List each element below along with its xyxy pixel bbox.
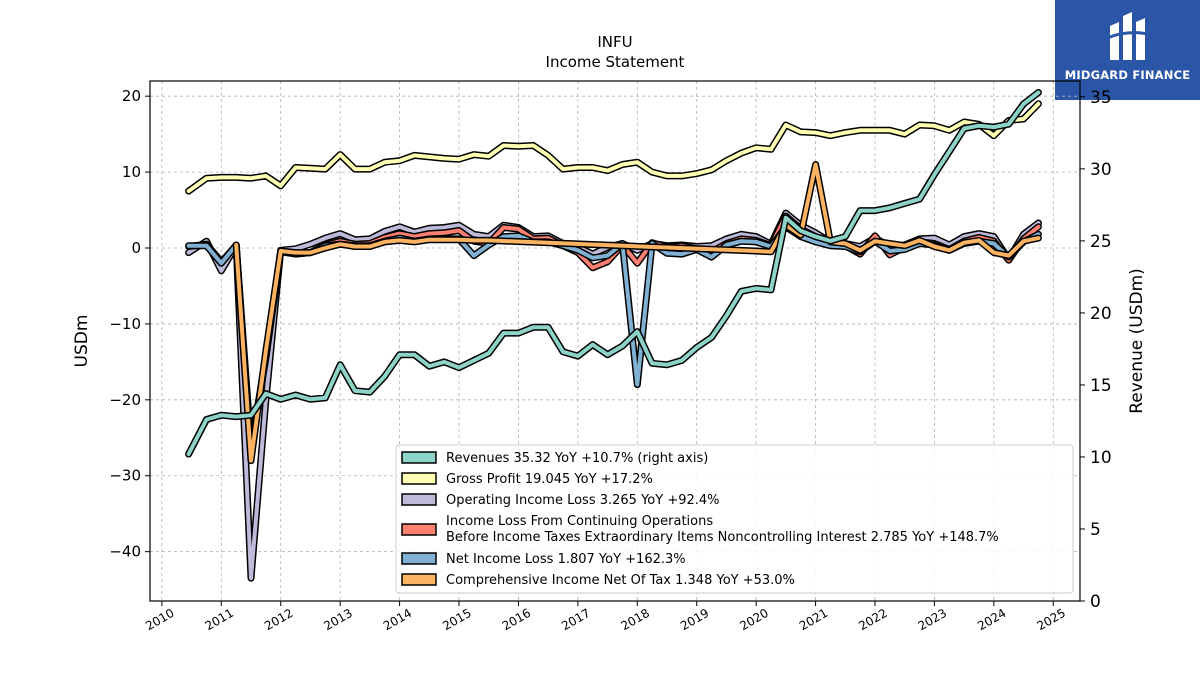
y2-tick-label: 5 bbox=[1090, 520, 1101, 540]
midgard-logo-icon bbox=[1106, 12, 1149, 60]
x-tick-label: 2011 bbox=[203, 606, 236, 633]
x-tick-label: 2018 bbox=[619, 606, 652, 633]
y2-tick-label: 25 bbox=[1090, 232, 1112, 252]
legend-swatch-revenues bbox=[401, 451, 437, 464]
y-tick-label: 10 bbox=[122, 163, 141, 181]
y-tick-label: −10 bbox=[109, 315, 141, 333]
x-tick-label: 2015 bbox=[440, 606, 473, 633]
legend-label-revenues: Revenues 35.32 YoY +10.7% (right axis) bbox=[446, 451, 708, 466]
y2-tick-label: 15 bbox=[1090, 376, 1112, 396]
legend-swatch-comprehensive-income bbox=[401, 573, 437, 586]
y2-tick-label: 35 bbox=[1090, 88, 1112, 108]
plot-frame bbox=[149, 80, 1081, 602]
x-tick-label: 2014 bbox=[381, 606, 414, 633]
left-axis-label: USDm bbox=[72, 315, 92, 368]
legend-swatch-pretax-income bbox=[401, 523, 437, 536]
legend-label-operating-income: Operating Income Loss 3.265 YoY +92.4% bbox=[446, 493, 720, 508]
y2-tick-label: 0 bbox=[1090, 592, 1101, 612]
x-tick-label: 2023 bbox=[916, 606, 949, 633]
right-axis-ticks: 0 5 10 15 20 25 30 35 bbox=[1080, 88, 1112, 612]
series-outline-gross-profit bbox=[185, 100, 1042, 195]
series-line-revenues bbox=[186, 90, 1041, 457]
x-axis-ticks: 2010 2011 2012 2013 2014 2015 2016 2017 2018 2019… bbox=[143, 601, 1068, 633]
legend-label-pretax-income-line1: Income Loss From Continuing Operations bbox=[446, 514, 713, 529]
y-tick-label: −40 bbox=[109, 543, 141, 561]
left-axis-ticks: −40 −30 −20 −10 0 10 20 bbox=[109, 87, 150, 561]
legend-label-gross-profit: Gross Profit 19.045 YoY +17.2% bbox=[446, 472, 653, 487]
y2-tick-label: 10 bbox=[1090, 448, 1112, 468]
legend-label-net-income: Net Income Loss 1.807 YoY +162.3% bbox=[446, 552, 686, 567]
legend: Revenues 35.32 YoY +10.7% (right axis) G… bbox=[395, 444, 1074, 594]
brand-logo: MIDGARD FINANCE bbox=[1055, 0, 1200, 100]
x-tick-label: 2012 bbox=[262, 606, 295, 633]
x-tick-label: 2016 bbox=[500, 606, 533, 633]
x-tick-label: 2010 bbox=[143, 606, 176, 633]
legend-label-pretax-income-line2: Before Income Taxes Extraordinary Items … bbox=[446, 530, 999, 545]
x-tick-label: 2017 bbox=[559, 606, 592, 633]
x-tick-label: 2019 bbox=[678, 606, 711, 633]
chart-title: INFU bbox=[597, 33, 632, 51]
brand-name: MIDGARD FINANCE bbox=[1064, 68, 1191, 82]
legend-swatch-operating-income bbox=[401, 493, 437, 506]
y-tick-label: −30 bbox=[109, 467, 141, 485]
y-tick-label: 0 bbox=[131, 239, 141, 257]
x-tick-label: 2013 bbox=[321, 606, 354, 633]
y2-tick-label: 20 bbox=[1090, 304, 1112, 324]
y-tick-label: −20 bbox=[109, 391, 141, 409]
x-tick-label: 2021 bbox=[797, 606, 830, 633]
right-axis-label: Revenue (USDm) bbox=[1127, 268, 1147, 414]
x-tick-label: 2024 bbox=[975, 606, 1008, 633]
series-line-gross-profit bbox=[186, 101, 1041, 194]
chart-subtitle: Income Statement bbox=[546, 53, 685, 71]
x-tick-label: 2020 bbox=[737, 606, 770, 633]
legend-label-comprehensive-income: Comprehensive Income Net Of Tax 1.348 Yo… bbox=[446, 573, 795, 588]
legend-swatch-net-income bbox=[401, 552, 437, 565]
y-tick-label: 20 bbox=[122, 87, 141, 105]
x-tick-label: 2025 bbox=[1035, 606, 1068, 633]
y2-tick-label: 30 bbox=[1090, 160, 1112, 180]
legend-swatch-gross-profit bbox=[401, 472, 437, 485]
series-lines bbox=[185, 89, 1042, 582]
x-tick-label: 2022 bbox=[856, 606, 889, 633]
legend-box bbox=[395, 444, 1074, 594]
series-line-comprehensive-income-net-of-tax bbox=[234, 162, 1041, 463]
